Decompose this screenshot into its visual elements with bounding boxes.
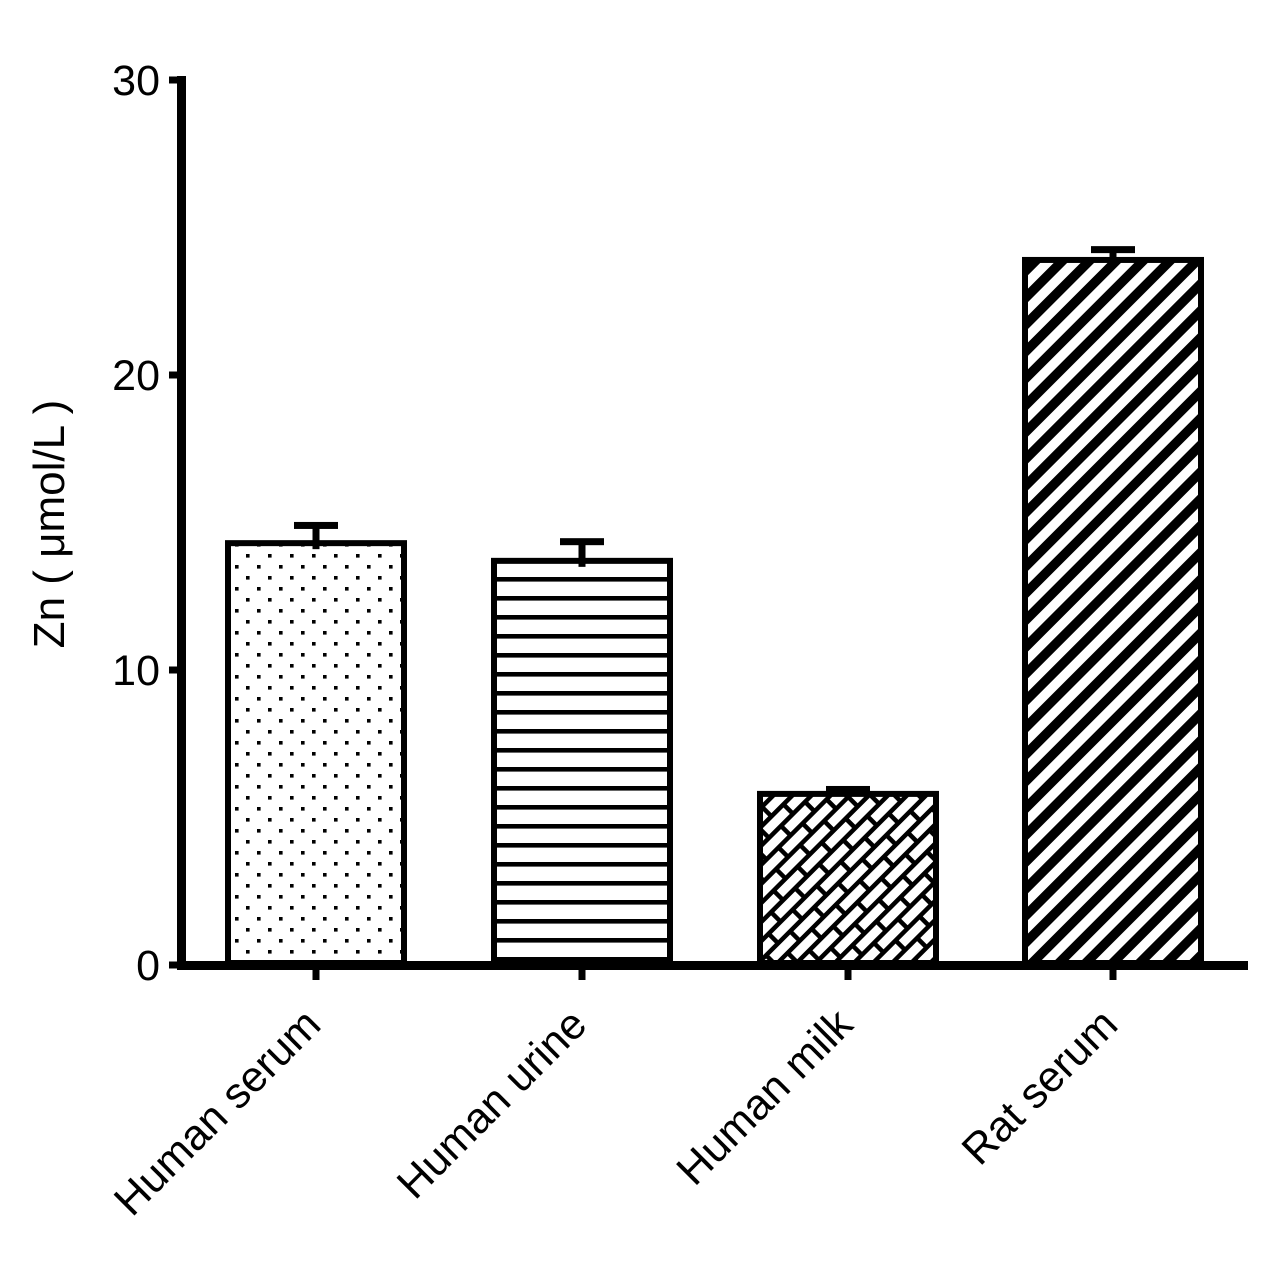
y-tick-label-0: 0	[136, 942, 160, 990]
error-bar-human-serum	[312, 525, 320, 550]
x-label-human-milk: Human milk	[668, 1000, 863, 1195]
x-tick-rat-serum	[1109, 969, 1117, 980]
error-bar-cap-rat-serum	[1091, 246, 1135, 254]
y-tick-label-10: 10	[112, 647, 160, 695]
y-tick-0	[169, 961, 182, 969]
y-axis-ticks: 0 10 20 30	[112, 57, 182, 990]
error-bar-human-urine	[578, 541, 586, 567]
x-label-human-serum: Human serum	[105, 1000, 330, 1225]
error-bar-cap-human-milk	[826, 785, 870, 793]
bar-human-serum	[225, 540, 407, 967]
bar-human-milk	[757, 790, 939, 967]
x-tick-human-milk	[844, 969, 852, 980]
y-tick-20	[169, 371, 182, 379]
y-tick-label-20: 20	[112, 352, 160, 400]
x-tick-human-serum	[312, 969, 320, 980]
bar-human-urine	[491, 557, 673, 966]
bar-rat-serum	[1022, 256, 1204, 966]
error-bar-cap-human-serum	[294, 521, 338, 529]
x-label-human-urine: Human urine	[388, 1000, 596, 1208]
y-tick-label-30: 30	[112, 57, 160, 105]
y-tick-10	[169, 666, 182, 674]
y-tick-30	[169, 76, 182, 84]
bars-layer: Human serum Human urine Human milk Rat seru…	[105, 246, 1204, 1225]
x-axis-line	[177, 961, 1248, 970]
y-axis-title: Zn ( μmol/L )	[25, 400, 74, 649]
error-bar-cap-human-urine	[560, 538, 604, 546]
x-label-rat-serum: Rat serum	[953, 1000, 1127, 1174]
y-axis-line	[177, 76, 186, 970]
x-tick-human-urine	[578, 969, 586, 980]
